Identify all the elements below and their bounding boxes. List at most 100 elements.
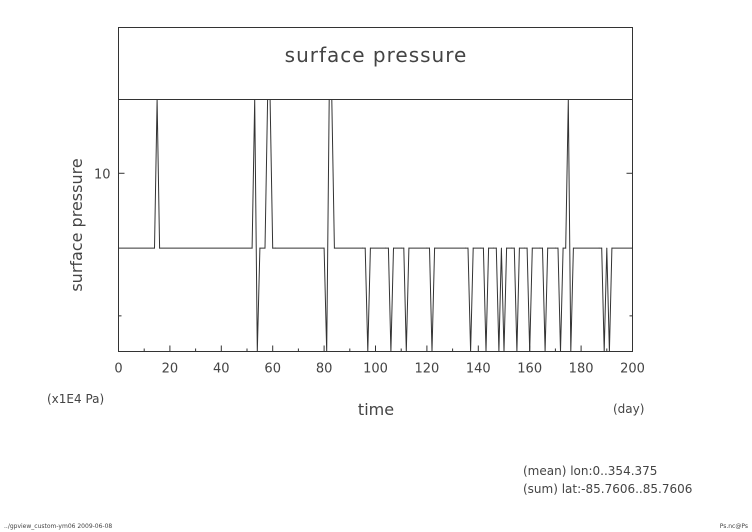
- data-point: [513, 247, 515, 249]
- y-tick-label: 10: [94, 167, 111, 182]
- data-point: [611, 247, 613, 249]
- x-tick-label: 40: [213, 362, 230, 377]
- data-point: [495, 247, 497, 249]
- x-tick-label: 180: [569, 362, 594, 377]
- data-point: [434, 247, 436, 249]
- data-point: [333, 247, 335, 249]
- data-point: [542, 247, 544, 249]
- data-point: [256, 351, 258, 352]
- data-point: [259, 247, 261, 249]
- data-point: [493, 247, 495, 249]
- x-tick-label: 160: [517, 362, 542, 377]
- data-point: [498, 351, 500, 352]
- x-tick-label: 200: [620, 362, 645, 377]
- data-point: [500, 247, 502, 249]
- data-point: [367, 351, 369, 352]
- x-tick-label: 60: [264, 362, 281, 377]
- y-axis-label: surface pressure: [67, 158, 86, 291]
- data-point: [392, 247, 394, 249]
- data-point: [511, 247, 513, 249]
- data-point: [269, 99, 271, 100]
- data-point: [362, 247, 364, 249]
- x-tick-label: 80: [316, 362, 333, 377]
- data-point: [570, 351, 572, 352]
- x-tick-label: 0: [114, 362, 122, 377]
- x-axis-unit: (day): [613, 402, 644, 416]
- data-point: [539, 247, 541, 249]
- footer-right: Ps.nc@Ps: [720, 523, 748, 530]
- data-point: [529, 351, 531, 352]
- data-point: [254, 99, 256, 100]
- data-point: [467, 247, 469, 249]
- data-point: [567, 99, 569, 100]
- data-point: [428, 247, 430, 249]
- data-point: [470, 351, 472, 352]
- data-point: [431, 351, 433, 352]
- y-axis-ticks: 10: [94, 167, 633, 317]
- data-point: [272, 247, 274, 249]
- x-axis-ticks: 0 20 40 60 80 100 120 140 160 180 200: [114, 345, 645, 377]
- data-point: [606, 247, 608, 249]
- data-point: [403, 247, 405, 249]
- data-point: [328, 99, 330, 100]
- data-point: [267, 99, 269, 100]
- annotation-sum: (sum) lat:-85.7606..85.7606: [523, 482, 692, 496]
- data-point: [554, 247, 556, 249]
- data-point: [426, 247, 428, 249]
- data-point: [159, 247, 161, 249]
- x-axis-label: time: [358, 400, 394, 419]
- data-point: [264, 247, 266, 249]
- data-point: [601, 247, 603, 249]
- data-point: [506, 247, 508, 249]
- data-point: [118, 247, 119, 249]
- data-point: [387, 247, 389, 249]
- data-point: [531, 247, 533, 249]
- data-point: [518, 247, 520, 249]
- data-point: [369, 247, 371, 249]
- x-tick-label: 140: [466, 362, 491, 377]
- data-point: [632, 247, 633, 249]
- x-tick-label: 100: [363, 362, 388, 377]
- data-point: [485, 351, 487, 352]
- data-point: [547, 247, 549, 249]
- data-point: [153, 247, 155, 249]
- data-point: [364, 247, 366, 249]
- data-point: [572, 247, 574, 249]
- data-point: [323, 247, 325, 249]
- data-point: [331, 99, 333, 100]
- data-point: [480, 247, 482, 249]
- data-point: [557, 247, 559, 249]
- data-point: [488, 247, 490, 249]
- data-point: [608, 351, 610, 352]
- x-tick-label: 20: [162, 362, 179, 377]
- data-point: [598, 247, 600, 249]
- data-point: [156, 99, 158, 100]
- data-point: [482, 247, 484, 249]
- data-point: [408, 247, 410, 249]
- data-point: [385, 247, 387, 249]
- data-point: [326, 351, 328, 352]
- plot-frame: [118, 99, 633, 352]
- series-points: [118, 99, 633, 352]
- data-point: [251, 247, 253, 249]
- chart-title: surface pressure: [285, 43, 468, 67]
- data-point: [464, 247, 466, 249]
- data-point: [516, 351, 518, 352]
- data-point: [405, 351, 407, 352]
- data-point: [526, 247, 528, 249]
- data-point: [503, 351, 505, 352]
- footer-left: ../gpview_custom-ym06 2009-06-08: [4, 523, 112, 530]
- series-line: [118, 99, 633, 352]
- annotation-mean: (mean) lon:0..354.375: [523, 464, 657, 478]
- data-point: [524, 247, 526, 249]
- y-axis-unit: (x1E4 Pa): [47, 392, 104, 406]
- data-point: [400, 247, 402, 249]
- data-point: [565, 247, 567, 249]
- data-point: [603, 351, 605, 352]
- data-point: [390, 351, 392, 352]
- data-point: [562, 247, 564, 249]
- data-point: [472, 247, 474, 249]
- x-tick-label: 120: [414, 362, 439, 377]
- data-point: [274, 247, 276, 249]
